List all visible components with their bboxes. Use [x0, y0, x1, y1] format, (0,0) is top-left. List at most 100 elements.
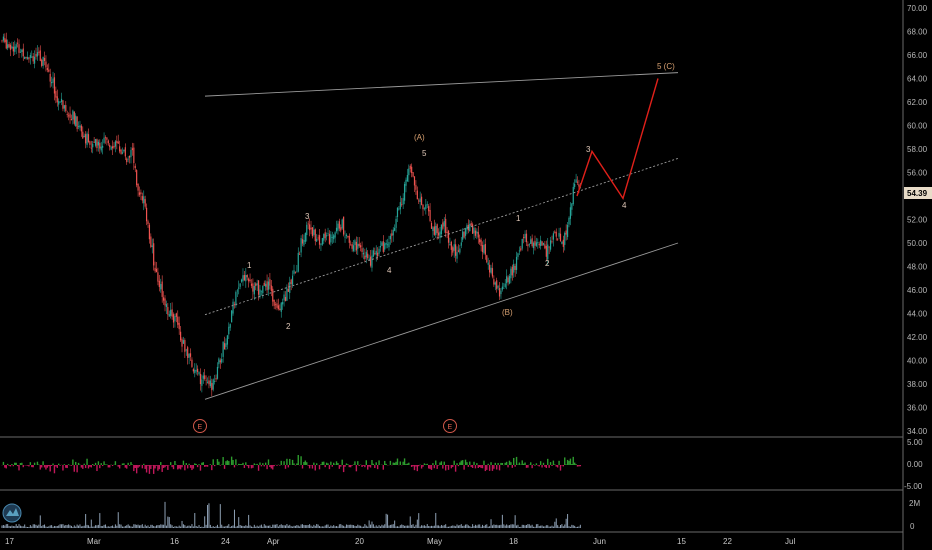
- oscillator-bar: [446, 465, 448, 466]
- candle-body: [286, 288, 288, 301]
- channel-middle-line[interactable]: [204, 157, 679, 316]
- volume-bar: [297, 525, 299, 528]
- volume-bar: [229, 526, 231, 528]
- candle-body: [199, 373, 202, 385]
- oscillator-bar: [308, 465, 311, 469]
- wave-projection-line[interactable]: [576, 78, 659, 200]
- candle-body: [324, 232, 326, 239]
- volume-bar: [387, 514, 389, 528]
- oscillator-bar: [362, 465, 365, 466]
- oscillator-bar: [470, 465, 472, 467]
- candle-body: [226, 335, 228, 345]
- price-tick-2: 38.00: [907, 380, 928, 389]
- volume-bar: [167, 516, 169, 528]
- candle-body: [306, 224, 308, 236]
- oscillator-bar: [252, 465, 254, 468]
- volume-bar: [236, 525, 238, 528]
- wave-2-c: 2: [545, 259, 550, 268]
- candle-body: [411, 166, 413, 173]
- candle-body: [500, 290, 502, 295]
- candle-body: [2, 36, 5, 41]
- channel-upper-line[interactable]: [204, 72, 679, 97]
- oscillator-bar: [429, 465, 431, 469]
- candle-body: [372, 250, 374, 257]
- oscillator-bar: [545, 465, 548, 468]
- oscillator-bar: [487, 463, 489, 465]
- oscillator-axis[interactable]: 5.00 0.00 -5.00: [904, 438, 923, 491]
- volume-bar: [523, 524, 525, 528]
- volume-bar: [372, 524, 374, 528]
- oscillator-bar: [103, 461, 105, 465]
- wave-3-c: 3: [586, 145, 591, 154]
- parallel-channel[interactable]: [204, 72, 679, 400]
- candle-body: [503, 287, 505, 289]
- volume-bar: [61, 524, 63, 528]
- volume-bar: [100, 525, 102, 528]
- volume-bar: [270, 526, 272, 528]
- candle-body: [501, 286, 503, 290]
- candle-body: [148, 224, 151, 240]
- candle-body: [189, 353, 192, 357]
- volume-bar: [263, 524, 265, 528]
- candle-body: [296, 271, 298, 273]
- candle-body: [493, 279, 495, 285]
- event-marker-2[interactable]: E: [443, 419, 457, 433]
- volume-bar: [146, 526, 148, 528]
- volume-bar: [510, 524, 512, 528]
- oscillator-bar: [562, 465, 565, 467]
- candle-body: [435, 226, 437, 235]
- event-marker-1[interactable]: E: [193, 419, 207, 433]
- volume-bar: [499, 525, 501, 528]
- volume-bar: [199, 526, 201, 528]
- oscillator-bar: [42, 461, 44, 465]
- oscillator-bar: [143, 463, 145, 465]
- price-tick-5: 44.00: [907, 310, 928, 319]
- volume-bar: [357, 524, 359, 528]
- candle-body: [443, 221, 445, 227]
- oscillator-bar: [45, 465, 47, 470]
- candle-body: [341, 219, 343, 229]
- volume-bar: [252, 526, 254, 528]
- candle-body: [168, 314, 170, 317]
- oscillator-bar: [154, 465, 156, 469]
- volume-bar: [462, 525, 464, 528]
- candle-body: [136, 170, 138, 186]
- volume-bar: [558, 526, 560, 528]
- tradingview-logo-icon[interactable]: [2, 503, 22, 523]
- candle-body: [216, 366, 219, 379]
- oscillator-bar: [6, 463, 9, 465]
- oscillator-bar: [572, 456, 574, 465]
- candle-body: [18, 44, 20, 53]
- price-tick-12: 58.00: [907, 145, 928, 154]
- volume-bar: [65, 525, 67, 528]
- volume-bar: [163, 524, 165, 528]
- oscillator-bar: [364, 465, 366, 468]
- candle-body: [68, 115, 70, 117]
- oscillator-bar: [340, 465, 342, 467]
- candle-body: [547, 244, 549, 260]
- channel-lower-line[interactable]: [204, 242, 679, 400]
- volume-bar: [151, 524, 153, 528]
- oscillator-bar: [117, 465, 119, 467]
- oscillator-bar: [320, 464, 322, 465]
- oscillator-bar: [211, 465, 213, 471]
- candle-body: [22, 48, 24, 57]
- price-tick-16: 66.00: [907, 51, 928, 60]
- time-axis[interactable]: 17 Mar 16 24 Apr 20 May 18 Jun 15 22 Jul: [5, 537, 795, 546]
- volume-bar: [572, 525, 574, 528]
- candle-body: [127, 158, 129, 160]
- candle-body: [445, 218, 447, 233]
- oscillator-bar: [575, 464, 577, 465]
- candle-body: [246, 275, 248, 278]
- candle-body: [474, 230, 477, 236]
- candle-body: [423, 208, 426, 210]
- oscillator-bar: [14, 462, 16, 465]
- volume-axis[interactable]: 2M 0: [909, 499, 920, 531]
- oscillator-bar: [505, 461, 508, 465]
- candle-body: [433, 226, 435, 235]
- candle-body: [333, 235, 335, 240]
- oscillator-bar: [559, 465, 562, 471]
- volume-bar: [157, 525, 159, 528]
- volume-bar: [355, 526, 357, 528]
